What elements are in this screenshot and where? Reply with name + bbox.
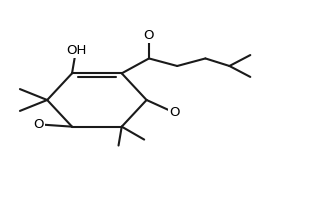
Text: O: O bbox=[144, 29, 154, 42]
Text: O: O bbox=[169, 106, 180, 119]
Text: O: O bbox=[33, 118, 44, 131]
Text: OH: OH bbox=[66, 44, 87, 57]
